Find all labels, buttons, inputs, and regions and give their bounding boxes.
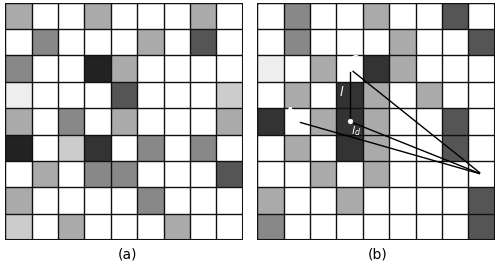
Bar [216, 108, 242, 135]
Bar [137, 135, 164, 161]
Bar [363, 161, 390, 187]
Text: $l$: $l$ [339, 85, 344, 100]
Text: (b): (b) [368, 247, 388, 261]
Bar [110, 108, 137, 135]
Bar [284, 3, 310, 29]
Bar [336, 108, 363, 135]
Bar [258, 187, 283, 214]
Bar [5, 3, 32, 29]
Bar [442, 108, 468, 135]
Bar [468, 187, 495, 214]
Text: B: B [484, 169, 492, 179]
Bar [5, 214, 32, 240]
Bar [110, 161, 137, 187]
Text: $l_d$: $l_d$ [351, 124, 361, 138]
Bar [336, 82, 363, 108]
Bar [336, 187, 363, 214]
Bar [363, 82, 390, 108]
Bar [58, 135, 84, 161]
Bar [442, 3, 468, 29]
Text: (a): (a) [118, 247, 137, 261]
Bar [258, 214, 283, 240]
Text: D: D [404, 90, 414, 100]
Bar [84, 3, 110, 29]
Bar [5, 108, 32, 135]
Bar [5, 82, 32, 108]
Bar [137, 187, 164, 214]
Bar [363, 55, 390, 82]
Bar [258, 55, 283, 82]
Bar [58, 108, 84, 135]
Bar [468, 29, 495, 55]
Text: A: A [286, 107, 295, 117]
Bar [84, 161, 110, 187]
Bar [284, 29, 310, 55]
Bar [363, 3, 390, 29]
Bar [137, 29, 164, 55]
Bar [84, 135, 110, 161]
Bar [32, 161, 58, 187]
Bar [363, 135, 390, 161]
Bar [310, 55, 336, 82]
Bar [284, 82, 310, 108]
Bar [416, 82, 442, 108]
Bar [442, 135, 468, 161]
Bar [110, 55, 137, 82]
Bar [390, 29, 415, 55]
Bar [5, 187, 32, 214]
Bar [258, 108, 283, 135]
Bar [5, 135, 32, 161]
Bar [190, 3, 216, 29]
Bar [336, 135, 363, 161]
Bar [32, 29, 58, 55]
Bar [284, 135, 310, 161]
Bar [164, 214, 190, 240]
Bar [84, 55, 110, 82]
Bar [5, 55, 32, 82]
Bar [58, 214, 84, 240]
Text: C: C [351, 55, 359, 65]
Bar [390, 55, 415, 82]
Bar [216, 161, 242, 187]
Bar [310, 161, 336, 187]
Bar [190, 135, 216, 161]
Bar [468, 214, 495, 240]
Bar [216, 82, 242, 108]
Bar [310, 108, 336, 135]
Bar [190, 29, 216, 55]
Bar [110, 82, 137, 108]
Bar [363, 108, 390, 135]
